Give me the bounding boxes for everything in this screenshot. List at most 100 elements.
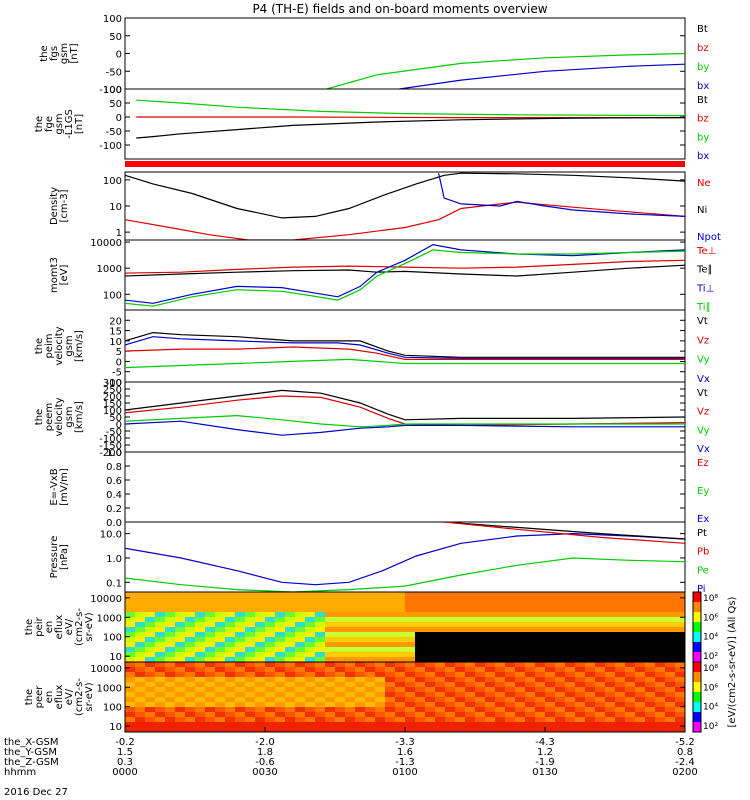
colorbar-segment	[693, 612, 701, 623]
panel-mom: 10000 1000 100 momt3 [eV] Te⊥ Te∥ Ti⊥ Ti∥	[49, 238, 716, 313]
colorbar-segment	[693, 692, 701, 703]
ephemeris-value: 0030	[252, 767, 277, 778]
y-tick-label: 50	[109, 413, 122, 424]
y-axis-label: velocity	[54, 326, 65, 365]
y-tick-label: 0.8	[106, 462, 122, 473]
y-axis-label: momt3	[49, 257, 60, 293]
y-tick-label: 10	[109, 202, 122, 213]
series-line-green	[125, 249, 685, 307]
legend-red: Ez	[697, 458, 709, 469]
legend-black: Ni	[697, 205, 707, 216]
colorbar-tick-label: 10⁴	[703, 703, 718, 713]
colorbar-frame	[692, 661, 702, 733]
series-line-green	[125, 358, 685, 369]
colorbar-segment	[693, 642, 701, 653]
legend-red: Vz	[697, 407, 709, 418]
legend-black: Pt	[697, 528, 707, 539]
y-axis-label: gsm	[64, 335, 75, 356]
series-line-blue	[125, 532, 685, 586]
legend-blue: bx	[697, 151, 709, 162]
legend-red: bz	[697, 114, 709, 125]
y-tick-label: 10.0	[100, 530, 122, 541]
y-axis-label: [nPa]	[59, 544, 70, 570]
y-axis-label: [nT]	[74, 114, 85, 134]
series-line-black	[125, 172, 685, 219]
y-axis-label: gsm	[59, 43, 70, 64]
y-axis-label: the	[34, 116, 45, 132]
colorbar-tick-label: 10⁸	[703, 664, 718, 674]
y-tick-label: 50	[109, 32, 122, 43]
y-axis-label: en	[44, 691, 55, 704]
y-tick-label: 0.0	[106, 518, 122, 529]
y-tick-label: 100	[103, 14, 122, 25]
ephemeris-value: 1.8	[257, 747, 273, 758]
y-axis-label: the	[34, 409, 45, 425]
ephemeris-value: -2.0	[255, 737, 275, 748]
colorbar: 10⁸ 10⁶ 10⁴ 10² 10⁸ 10⁶ 10⁴ 10² [eV/(cm2-s-sr-eV…	[692, 591, 738, 733]
colorbar-segment	[693, 622, 701, 633]
legend-green: Pe	[697, 565, 709, 576]
ephemeris-value: 0.8	[677, 747, 693, 758]
y-tick-label: 100	[103, 703, 122, 714]
separator-band	[125, 161, 685, 167]
series-line-red	[444, 522, 685, 544]
ephemeris-value: -3.3	[395, 737, 415, 748]
y-tick-label: -50	[106, 67, 122, 78]
y-axis-label: [mV/m]	[59, 468, 70, 506]
series-group	[326, 52, 685, 89]
y-tick-label: 0.4	[106, 490, 122, 501]
y-tick-label: 50	[109, 99, 122, 110]
y-tick-label: 250	[103, 385, 122, 396]
y-axis-label: (cm2-s-	[74, 608, 85, 646]
y-axis-label: peir	[34, 616, 45, 636]
series-line-green	[125, 414, 685, 428]
ephemeris-row-label: the_Z-GSM	[4, 757, 59, 768]
colorbar-segment	[693, 652, 701, 663]
panel-fge: 100 50 0 -50 -100 the fge gsm -L1GS [nT] Bt bz by bx	[34, 85, 709, 162]
y-tick-label: 100	[103, 290, 122, 301]
ephemeris-value: 0100	[392, 767, 417, 778]
y-tick-label: -10	[106, 378, 122, 389]
y-tick-label: 10000	[90, 594, 122, 605]
series-line-blue	[125, 420, 685, 436]
colorbar-tick-label: 10⁴	[703, 633, 718, 643]
legend-green: Ti∥	[696, 302, 711, 313]
colorbar-tick-label: 10²	[703, 722, 718, 732]
y-tick-label: 0	[116, 113, 122, 124]
y-tick-label: 20	[109, 316, 122, 327]
series-line-blue	[438, 173, 685, 217]
y-axis-label: the	[34, 338, 45, 354]
panel-peir: 10000 1000 100 10 the peir en eflux eV/(cm2-s-sr…	[24, 591, 686, 663]
ephemeris-value: 1.5	[117, 747, 133, 758]
y-axis-label: eflux	[54, 685, 65, 710]
heatmap-peir	[125, 592, 685, 662]
ephemeris-value: 1.2	[537, 747, 553, 758]
series-line-red	[125, 395, 685, 427]
legend-blue: Vx	[697, 444, 710, 455]
panel-efield: 1.0 0.8 0.6 0.4 0.2 0.0 E=-VxB [mV/m] Ez Ey Ex	[49, 448, 709, 529]
y-tick-label: 5	[116, 347, 122, 358]
colorbar-segment	[693, 702, 701, 713]
y-tick-label: -100	[99, 85, 122, 96]
colorbar-tick-label: 10⁸	[703, 594, 718, 604]
legend-blue: bx	[697, 81, 709, 92]
series-group	[136, 99, 685, 139]
series-line-green	[125, 557, 685, 592]
y-tick-label: -100	[99, 434, 122, 445]
legend-red: Ne	[697, 178, 711, 189]
y-axis-label: sr-eV)	[84, 682, 95, 711]
y-axis-label: [km/s]	[74, 330, 85, 362]
legend-red: Vz	[697, 335, 709, 346]
ephemeris-value: 0130	[532, 767, 557, 778]
series-line-red	[125, 346, 685, 360]
legend-green: by	[697, 132, 709, 143]
legend-black: Vt	[697, 388, 708, 399]
legend-black: Bt	[697, 24, 708, 35]
ephemeris-value: 1.6	[397, 747, 413, 758]
legend-green: Vy	[697, 355, 710, 366]
figure-title: P4 (TH-E) fields and on-board moments ov…	[252, 2, 547, 16]
ephemeris-value: 0.3	[117, 757, 133, 768]
y-axis-label: peem	[44, 403, 55, 431]
y-axis-label: [cm-3]	[59, 189, 70, 222]
